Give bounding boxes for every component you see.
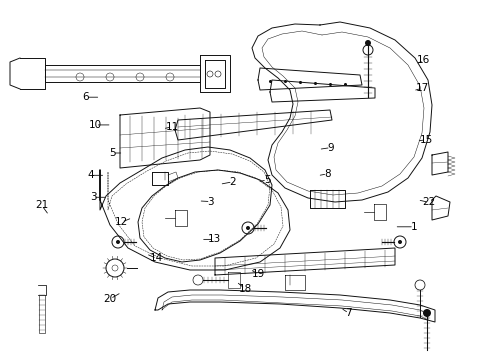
- Circle shape: [365, 40, 371, 46]
- Text: 5: 5: [264, 175, 270, 185]
- Circle shape: [423, 309, 431, 317]
- Text: 6: 6: [82, 92, 89, 102]
- Text: 10: 10: [89, 120, 102, 130]
- Text: 19: 19: [252, 269, 266, 279]
- Text: 5: 5: [109, 148, 116, 158]
- Circle shape: [116, 240, 120, 244]
- Text: 17: 17: [416, 83, 429, 93]
- Text: 3: 3: [90, 192, 97, 202]
- Text: 3: 3: [207, 197, 214, 207]
- Text: 11: 11: [166, 122, 179, 132]
- Text: 16: 16: [417, 55, 431, 66]
- Text: 22: 22: [422, 197, 436, 207]
- Text: 8: 8: [324, 169, 331, 179]
- Text: 15: 15: [419, 135, 433, 145]
- Text: 9: 9: [327, 143, 334, 153]
- Text: 18: 18: [238, 284, 252, 294]
- Circle shape: [398, 240, 402, 244]
- Text: 20: 20: [104, 294, 117, 304]
- Text: 13: 13: [207, 234, 221, 244]
- Text: 12: 12: [115, 217, 128, 227]
- Text: 4: 4: [87, 170, 94, 180]
- Circle shape: [246, 226, 250, 230]
- Text: 14: 14: [150, 253, 164, 264]
- Text: 7: 7: [345, 308, 352, 318]
- Text: 21: 21: [35, 200, 49, 210]
- Text: 1: 1: [411, 222, 417, 232]
- Text: 2: 2: [229, 177, 236, 187]
